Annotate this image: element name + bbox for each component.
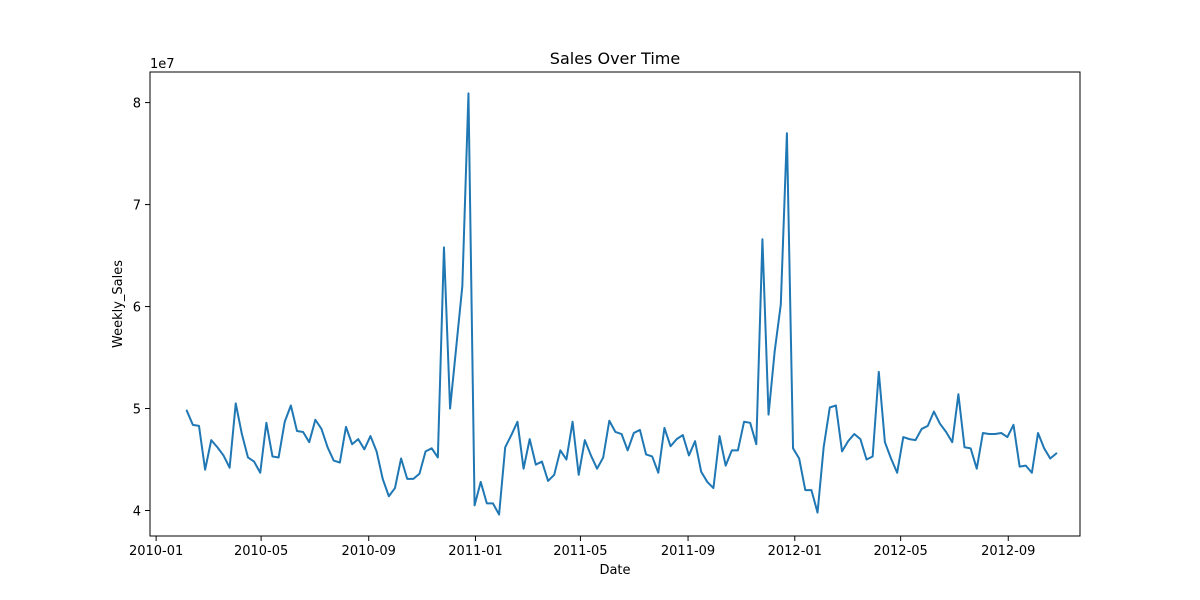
chart-title: Sales Over Time xyxy=(550,49,680,68)
x-tick-label: 2011-09 xyxy=(661,544,715,559)
x-tick-label: 2010-09 xyxy=(342,544,396,559)
x-tick-label: 2010-01 xyxy=(129,544,183,559)
x-tick-label: 2011-05 xyxy=(553,544,607,559)
y-tick-label: 6 xyxy=(133,301,141,316)
y-axis-label: Weekly_Sales xyxy=(111,260,126,348)
y-tick-label: 5 xyxy=(133,403,141,418)
x-tick-label: 2011-01 xyxy=(448,544,502,559)
x-tick-label: 2012-05 xyxy=(873,544,927,559)
x-tick-label: 2010-05 xyxy=(234,544,288,559)
plot-area: 2010-01 2010-05 2010-09 2011-01 2011-05 2011-… xyxy=(129,71,1081,559)
y-tick-label: 4 xyxy=(133,505,141,520)
axes-frame xyxy=(149,71,1081,537)
y-tick-label: 8 xyxy=(133,97,141,112)
x-tick-label: 2012-01 xyxy=(768,544,822,559)
y-scale-label: 1e7 xyxy=(150,57,175,72)
x-tick-label: 2012-09 xyxy=(981,544,1035,559)
y-tick-label: 7 xyxy=(133,199,141,214)
x-axis-label: Date xyxy=(599,563,630,578)
series-line xyxy=(185,92,1058,516)
